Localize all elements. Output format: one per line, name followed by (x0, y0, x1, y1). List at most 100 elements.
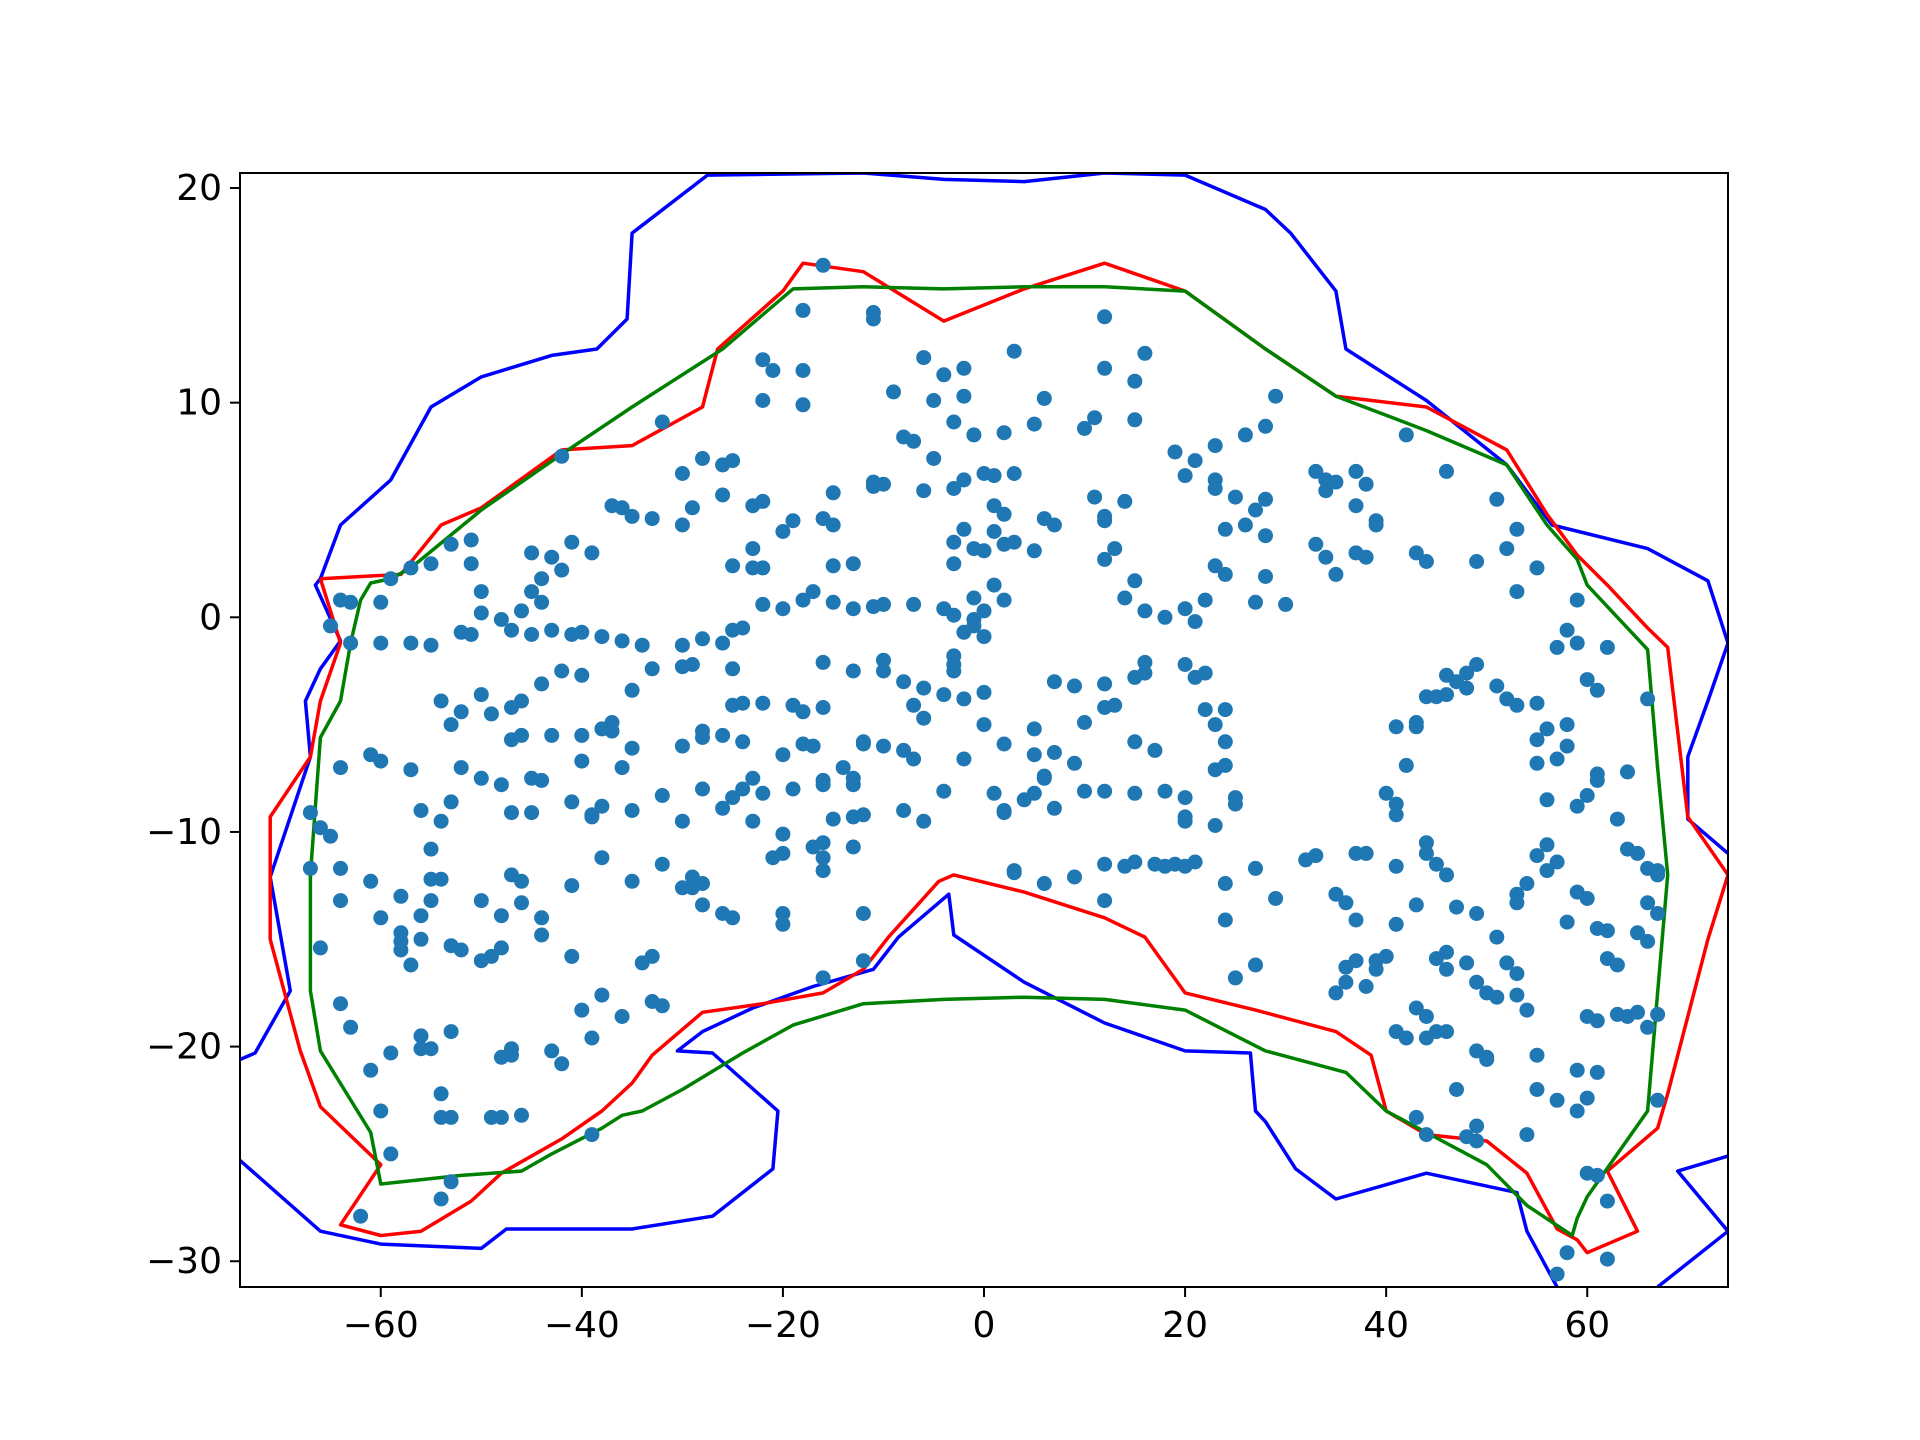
scatter-point (1207, 818, 1223, 833)
scatter-point (493, 612, 509, 627)
scatter-point (534, 594, 550, 610)
scatter-point (443, 1174, 459, 1190)
x-tick-label: 0 (973, 1305, 996, 1346)
scatter-point (433, 813, 449, 829)
scatter-point (916, 483, 932, 499)
scatter-point (443, 794, 459, 810)
scatter-point (493, 1109, 509, 1125)
scatter-point (493, 1049, 509, 1065)
scatter-point (1026, 416, 1042, 432)
scatter-point (725, 910, 741, 926)
scatter-point (1589, 772, 1605, 788)
scatter-point (966, 427, 982, 443)
scatter-point (624, 508, 640, 524)
scatter-point (443, 938, 459, 954)
scatter-point (302, 860, 318, 876)
scatter-point (795, 736, 811, 752)
scatter-point (926, 451, 942, 466)
scatter-point (1036, 770, 1052, 786)
scatter-point (654, 788, 670, 803)
scatter-point (1318, 549, 1334, 565)
scatter-point (1519, 1002, 1535, 1018)
scatter-point (1529, 560, 1545, 576)
scatter-point (1579, 672, 1595, 688)
scatter-point (1479, 1052, 1495, 1067)
scatter-point (1579, 1090, 1595, 1106)
scatter-point (1248, 860, 1263, 876)
scatter-point (514, 1107, 529, 1123)
scatter-point (443, 1024, 459, 1040)
scatter-point (1338, 959, 1354, 975)
scatter-point (1107, 541, 1123, 557)
scatter-point (383, 1146, 399, 1162)
scatter-point (725, 453, 741, 469)
scatter-point (1408, 715, 1424, 730)
scatter-point (524, 584, 540, 600)
scatter-point (1549, 854, 1565, 870)
scatter-point (1509, 966, 1525, 982)
scatter-point (946, 648, 962, 664)
scatter-point (695, 631, 710, 647)
scatter-point (363, 747, 379, 763)
scatter-point (735, 781, 751, 797)
scatter-point (323, 618, 338, 634)
scatter-point (1117, 493, 1133, 509)
scatter-point (1589, 1064, 1605, 1080)
scatter-point (855, 953, 871, 969)
scatter-point (514, 603, 529, 619)
scatter-point (946, 663, 962, 679)
scatter-point (413, 1028, 429, 1044)
scatter-point (735, 620, 751, 636)
scatter-point (956, 624, 972, 640)
scatter-point (865, 311, 881, 327)
scatter-point (1036, 390, 1052, 406)
scatter-point (745, 560, 761, 576)
scatter-point (1368, 961, 1384, 977)
y-tick-label: 20 (176, 168, 222, 209)
scatter-point (1217, 521, 1233, 537)
scatter-point (845, 556, 861, 572)
scatter-point (1630, 845, 1645, 861)
scatter-point (333, 860, 348, 876)
scatter-point (876, 476, 891, 492)
scatter-point (1167, 444, 1183, 460)
scatter-point (1650, 1006, 1666, 1022)
scatter-point (1640, 933, 1656, 949)
scatter-point (504, 622, 519, 638)
scatter-point (1117, 590, 1133, 606)
scatter-point (1589, 1013, 1605, 1029)
scatter-point (483, 706, 499, 722)
scatter-point (1177, 601, 1193, 617)
scatter-point (1137, 603, 1153, 619)
scatter-point (1308, 848, 1324, 864)
scatter-point (1439, 1024, 1454, 1040)
scatter-point (815, 700, 831, 715)
scatter-point (383, 571, 399, 587)
scatter-point (1529, 1047, 1545, 1063)
scatter-point (1489, 929, 1505, 945)
scatter-point (1469, 906, 1485, 921)
scatter-point (1127, 734, 1143, 750)
scatter-point (473, 893, 489, 909)
scatter-point (695, 781, 710, 797)
scatter-point (1549, 1092, 1565, 1108)
scatter-point (1418, 835, 1434, 851)
scatter-point (393, 888, 409, 904)
scatter-point (1067, 678, 1082, 694)
scatter-point (433, 871, 449, 887)
scatter-point (312, 820, 328, 836)
scatter-point (936, 783, 952, 799)
scatter-point (363, 873, 379, 889)
scatter-point (493, 777, 509, 793)
scatter-point (604, 498, 620, 514)
scatter-point (1489, 678, 1505, 694)
scatter-point (1268, 388, 1284, 404)
x-tick-label: −60 (343, 1305, 419, 1346)
scatter-point (1237, 517, 1253, 533)
scatter-point (946, 556, 962, 572)
scatter-point (1539, 792, 1555, 808)
scatter-point (775, 601, 791, 617)
scatter-point (1258, 528, 1273, 544)
scatter-point (1237, 427, 1253, 443)
